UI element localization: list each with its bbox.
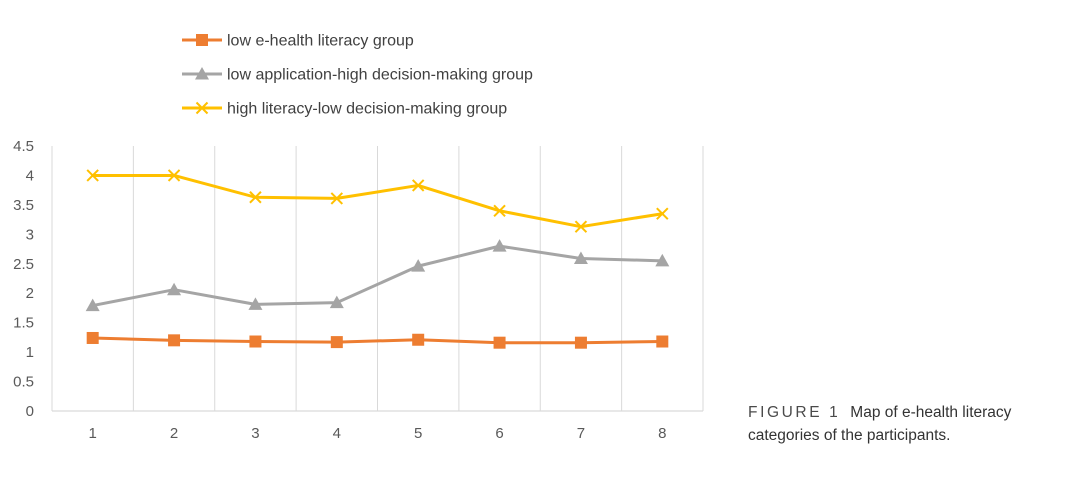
data-point — [167, 282, 182, 296]
x-tick-label: 1 — [89, 425, 97, 442]
x-tick-label: 5 — [414, 425, 422, 442]
data-point — [573, 251, 588, 264]
legend-item: low e-health literacy group — [182, 33, 414, 50]
x-tick-label: 8 — [658, 425, 666, 442]
figure-caption: FIGURE 1 Map of e-health literacy categor… — [748, 401, 1068, 447]
x-marker-stroke — [167, 169, 181, 182]
data-point — [493, 336, 506, 349]
data-point — [655, 253, 670, 267]
data-point — [329, 295, 344, 309]
x-marker-stroke — [195, 101, 209, 115]
data-point — [86, 169, 99, 182]
data-point — [86, 331, 99, 344]
y-tick-label: 2.5 — [13, 256, 34, 273]
data-point — [249, 335, 262, 348]
y-tick-label: 3 — [26, 226, 34, 243]
data-point — [85, 298, 100, 312]
data-point — [574, 220, 588, 233]
x-marker-stroke — [493, 204, 506, 217]
data-point — [330, 336, 343, 349]
legend-label: high literacy-low decision-making group — [227, 101, 507, 118]
x-marker-stroke — [411, 179, 425, 192]
data-point — [168, 334, 181, 347]
data-point — [411, 259, 426, 272]
x-axis-tick-labels: 1 2 3 4 5 6 7 8 — [89, 425, 667, 442]
series-square — [86, 331, 669, 349]
legend-item: low application-high decision-making gro… — [182, 67, 533, 84]
data-point — [412, 333, 425, 346]
legend-marker — [195, 101, 209, 115]
y-tick-label: 3.5 — [13, 197, 34, 214]
x-marker-stroke — [574, 220, 588, 233]
y-tick-label: 4.5 — [13, 138, 34, 155]
x-marker-stroke — [249, 191, 262, 204]
y-tick-label: 4 — [26, 167, 34, 184]
x-tick-label: 4 — [333, 425, 341, 442]
legend-marker — [196, 34, 208, 46]
series-line — [91, 336, 664, 345]
y-tick-label: 2 — [26, 285, 34, 302]
gridlines — [51, 146, 704, 411]
data-point — [330, 192, 344, 205]
data-point — [656, 335, 669, 348]
data-point — [248, 297, 263, 310]
y-tick-label: 0 — [26, 403, 34, 420]
data-point — [249, 191, 262, 204]
data-point — [574, 336, 587, 349]
y-tick-label: 1.5 — [13, 315, 34, 332]
x-tick-label: 6 — [495, 425, 503, 442]
y-tick-label: 0.5 — [13, 374, 34, 391]
x-tick-label: 2 — [170, 425, 178, 442]
data-point — [167, 169, 181, 182]
series-triangle — [85, 239, 670, 312]
x-marker-stroke — [656, 207, 669, 220]
series-x — [86, 169, 669, 233]
x-tick-label: 7 — [577, 425, 585, 442]
legend: low e-health literacy group low applicati… — [182, 33, 533, 118]
legend-marker — [195, 67, 209, 80]
figure-caption-label: FIGURE 1 — [748, 404, 841, 421]
series-line — [91, 244, 664, 308]
figure-caption-text: Map of e-health literacy categories of t… — [748, 404, 1012, 444]
x-marker-stroke — [86, 169, 99, 182]
legend-label: low e-health literacy group — [227, 33, 414, 50]
legend-item: high literacy-low decision-making group — [182, 101, 507, 118]
series-line — [91, 173, 664, 229]
legend-label: low application-high decision-making gro… — [227, 67, 533, 84]
data-point — [492, 239, 507, 252]
y-tick-label: 1 — [26, 344, 34, 361]
data-point — [656, 207, 669, 220]
x-marker-stroke — [330, 192, 344, 205]
data-point — [411, 179, 425, 192]
y-axis-tick-labels: 0 0.5 1 1.5 2 2.5 3 3.5 4 4.5 — [13, 138, 34, 420]
x-tick-label: 3 — [251, 425, 259, 442]
data-point — [493, 204, 506, 217]
